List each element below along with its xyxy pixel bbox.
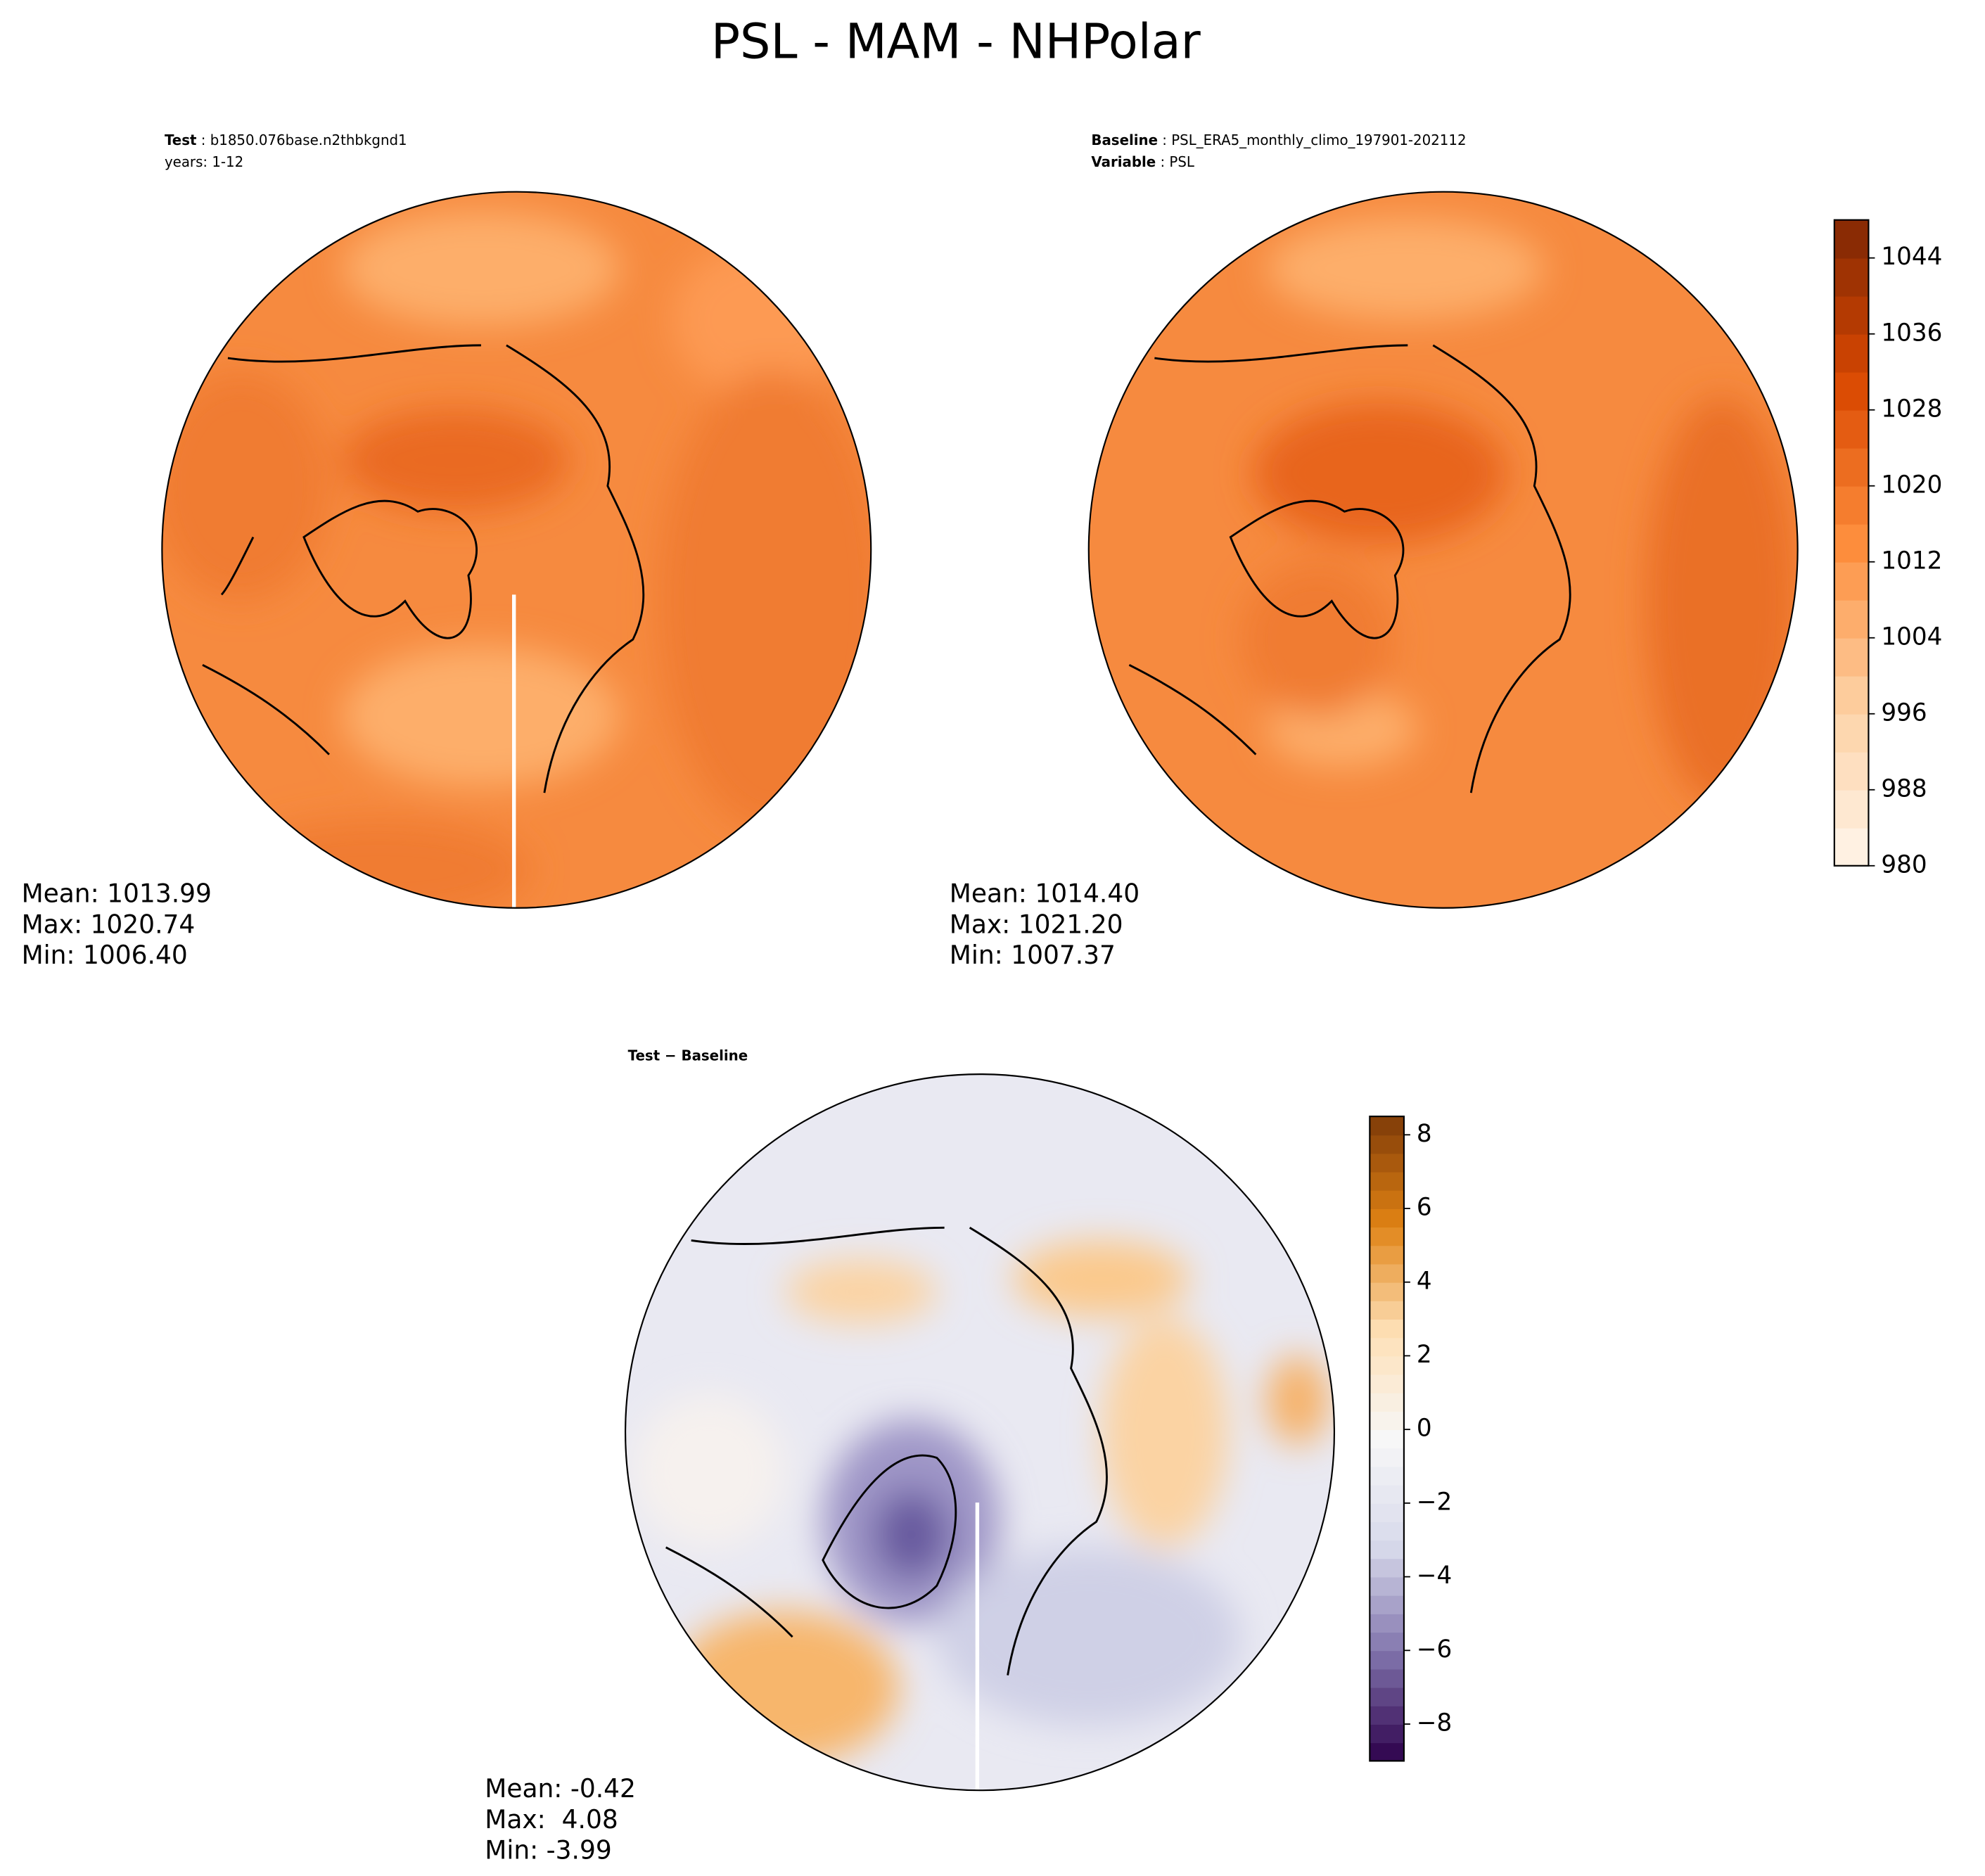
colorbar-frame bbox=[1369, 1116, 1405, 1762]
stat-text: Max: 4.08 bbox=[485, 1804, 618, 1834]
stat-text: Mean: 1013.99 bbox=[22, 878, 212, 908]
colorbar-segment bbox=[1370, 1171, 1404, 1191]
colorbar-segment bbox=[1370, 1484, 1404, 1504]
colorbar-segment bbox=[1370, 1263, 1404, 1283]
colorbar-segment bbox=[1370, 1668, 1404, 1688]
colorbar-segment bbox=[1370, 1116, 1404, 1136]
annotation-label: Baseline bbox=[1091, 132, 1158, 148]
annotation-label: Test − Baseline bbox=[628, 1047, 748, 1064]
colorbar-tick-label: 996 bbox=[1881, 698, 1927, 727]
stat-text: Max: 1020.74 bbox=[22, 909, 196, 939]
colorbar-segment bbox=[1834, 371, 1869, 411]
stat-text: Min: -3.99 bbox=[485, 1834, 611, 1865]
colorbar-segment bbox=[1370, 1448, 1404, 1467]
colorbar-tick-label: 1004 bbox=[1881, 623, 1942, 651]
colorbar-tick-label: 6 bbox=[1417, 1193, 1432, 1221]
colorbar-segment bbox=[1370, 1502, 1404, 1522]
panel-annotation: Test − Baseline bbox=[628, 1047, 748, 1064]
colorbar-segment bbox=[1370, 1374, 1404, 1393]
colorbar-segment bbox=[1370, 1687, 1404, 1706]
colorbar-segment bbox=[1370, 1189, 1404, 1209]
colorbar-segment bbox=[1834, 295, 1869, 335]
colorbar-segment bbox=[1370, 1724, 1404, 1744]
colorbar-segment bbox=[1834, 827, 1869, 867]
annotation-text: : PSL_ERA5_monthly_climo_197901-202112 bbox=[1158, 132, 1467, 148]
colorbar-segment bbox=[1834, 523, 1869, 563]
panel-annotation: Baseline : PSL_ERA5_monthly_climo_197901… bbox=[1091, 132, 1466, 148]
annotation-text: : PSL bbox=[1156, 153, 1194, 170]
colorbar-segment bbox=[1370, 1208, 1404, 1228]
stat-text: Min: 1006.40 bbox=[22, 940, 188, 970]
colorbar-segment bbox=[1370, 1429, 1404, 1449]
colorbar-segment bbox=[1834, 447, 1869, 487]
colorbar-tick-label: 1020 bbox=[1881, 471, 1942, 499]
colorbar-segment bbox=[1370, 1337, 1404, 1357]
stat-text: Max: 1021.20 bbox=[950, 909, 1123, 939]
colorbar-segment bbox=[1370, 1613, 1404, 1633]
figure-title: PSL - MAM - NHPolar bbox=[711, 13, 1201, 70]
colorbar-segment bbox=[1370, 1742, 1404, 1762]
stat-text: Min: 1007.37 bbox=[950, 940, 1116, 970]
colorbar-tick-label: 4 bbox=[1417, 1267, 1432, 1295]
colorbar-segment bbox=[1834, 713, 1869, 753]
annotation-text: years: 1-12 bbox=[165, 153, 243, 170]
colorbar-segment bbox=[1370, 1576, 1404, 1596]
colorbar-segment bbox=[1834, 561, 1869, 601]
colorbar-segment bbox=[1370, 1705, 1404, 1725]
colorbar-tick-label: −2 bbox=[1417, 1488, 1452, 1516]
colorbar-segment bbox=[1370, 1466, 1404, 1486]
colorbar-segment bbox=[1370, 1558, 1404, 1578]
panel-annotation: Test : b1850.076base.n2thbkgnd1 bbox=[165, 132, 407, 148]
colorbar-segment bbox=[1370, 1521, 1404, 1541]
colorbar-segment bbox=[1834, 599, 1869, 639]
colorbar-segment bbox=[1370, 1355, 1404, 1375]
colorbar-segment bbox=[1834, 333, 1869, 373]
colorbar-tick-label: 1028 bbox=[1881, 395, 1942, 423]
colorbar-segment bbox=[1834, 751, 1869, 791]
colorbar-segment bbox=[1370, 1300, 1404, 1320]
stat-text: Mean: 1014.40 bbox=[950, 878, 1140, 908]
colorbar-tick-label: 980 bbox=[1881, 850, 1927, 879]
colorbar-tick-label: 0 bbox=[1417, 1415, 1432, 1443]
colorbar-segment bbox=[1370, 1650, 1404, 1670]
colorbar-tick-label: 988 bbox=[1881, 774, 1927, 803]
colorbar-segment bbox=[1370, 1135, 1404, 1154]
annotation-label: Variable bbox=[1091, 153, 1156, 170]
colorbar-segment bbox=[1370, 1245, 1404, 1265]
map-field bbox=[625, 1074, 1334, 1791]
annotation-text: : b1850.076base.n2thbkgnd1 bbox=[196, 132, 407, 148]
panel-annotation: Variable : PSL bbox=[1091, 153, 1194, 170]
colorbar-tick-label: 1036 bbox=[1881, 319, 1942, 347]
colorbar-segment bbox=[1834, 637, 1869, 677]
colorbar-segment bbox=[1834, 409, 1869, 449]
colorbar-segment bbox=[1370, 1410, 1404, 1431]
colorbar-segment bbox=[1370, 1282, 1404, 1301]
colorbar-segment bbox=[1370, 1392, 1404, 1412]
panel-annotation: years: 1-12 bbox=[165, 153, 243, 170]
colorbar-tick-label: −4 bbox=[1417, 1562, 1452, 1590]
annotation-label: Test bbox=[165, 132, 197, 148]
colorbar-segment bbox=[1834, 675, 1869, 715]
colorbar-segment bbox=[1370, 1153, 1404, 1173]
colorbar-segment bbox=[1834, 257, 1869, 297]
colorbar-segment bbox=[1370, 1540, 1404, 1559]
stat-text: Mean: -0.42 bbox=[485, 1773, 636, 1804]
colorbar-tick-label: −8 bbox=[1417, 1709, 1452, 1737]
colorbar-tick-label: 1044 bbox=[1881, 243, 1942, 271]
colorbar-segment bbox=[1370, 1319, 1404, 1339]
colorbar-segment bbox=[1370, 1595, 1404, 1614]
colorbar-frame bbox=[1833, 219, 1870, 867]
colorbar-segment bbox=[1834, 219, 1869, 259]
colorbar-segment bbox=[1834, 789, 1869, 829]
map-field bbox=[1088, 191, 1798, 908]
colorbar-segment bbox=[1370, 1227, 1404, 1246]
colorbar-tick-label: 2 bbox=[1417, 1341, 1432, 1369]
colorbar-segment bbox=[1370, 1632, 1404, 1652]
colorbar-tick-label: 1012 bbox=[1881, 547, 1942, 575]
colorbar-tick-label: −6 bbox=[1417, 1635, 1452, 1664]
colorbar-segment bbox=[1834, 485, 1869, 525]
colorbar-tick-label: 8 bbox=[1417, 1120, 1432, 1148]
